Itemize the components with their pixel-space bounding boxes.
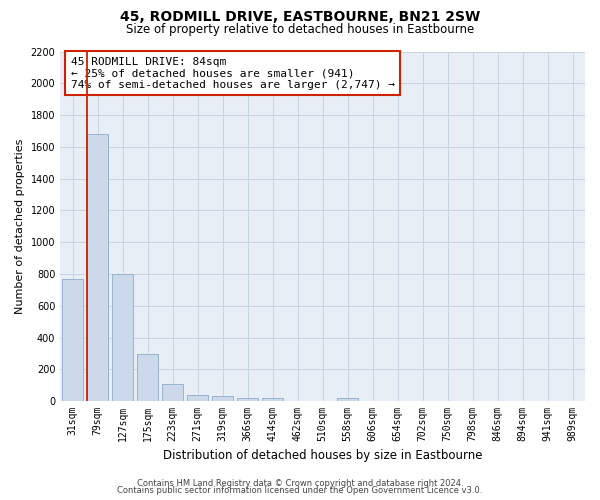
Bar	[237, 398, 258, 401]
Text: 45 RODMILL DRIVE: 84sqm
← 25% of detached houses are smaller (941)
74% of semi-d: 45 RODMILL DRIVE: 84sqm ← 25% of detache…	[71, 56, 395, 90]
X-axis label: Distribution of detached houses by size in Eastbourne: Distribution of detached houses by size …	[163, 450, 482, 462]
Text: 45, RODMILL DRIVE, EASTBOURNE, BN21 2SW: 45, RODMILL DRIVE, EASTBOURNE, BN21 2SW	[120, 10, 480, 24]
Text: Contains public sector information licensed under the Open Government Licence v3: Contains public sector information licen…	[118, 486, 482, 495]
Y-axis label: Number of detached properties: Number of detached properties	[15, 138, 25, 314]
Bar	[212, 396, 233, 401]
Bar	[262, 398, 283, 401]
Text: Contains HM Land Registry data © Crown copyright and database right 2024.: Contains HM Land Registry data © Crown c…	[137, 478, 463, 488]
Bar	[187, 396, 208, 401]
Bar	[337, 398, 358, 401]
Bar	[137, 354, 158, 401]
Bar	[87, 134, 108, 401]
Text: Size of property relative to detached houses in Eastbourne: Size of property relative to detached ho…	[126, 22, 474, 36]
Bar	[112, 274, 133, 401]
Bar	[62, 278, 83, 401]
Bar	[162, 384, 183, 401]
